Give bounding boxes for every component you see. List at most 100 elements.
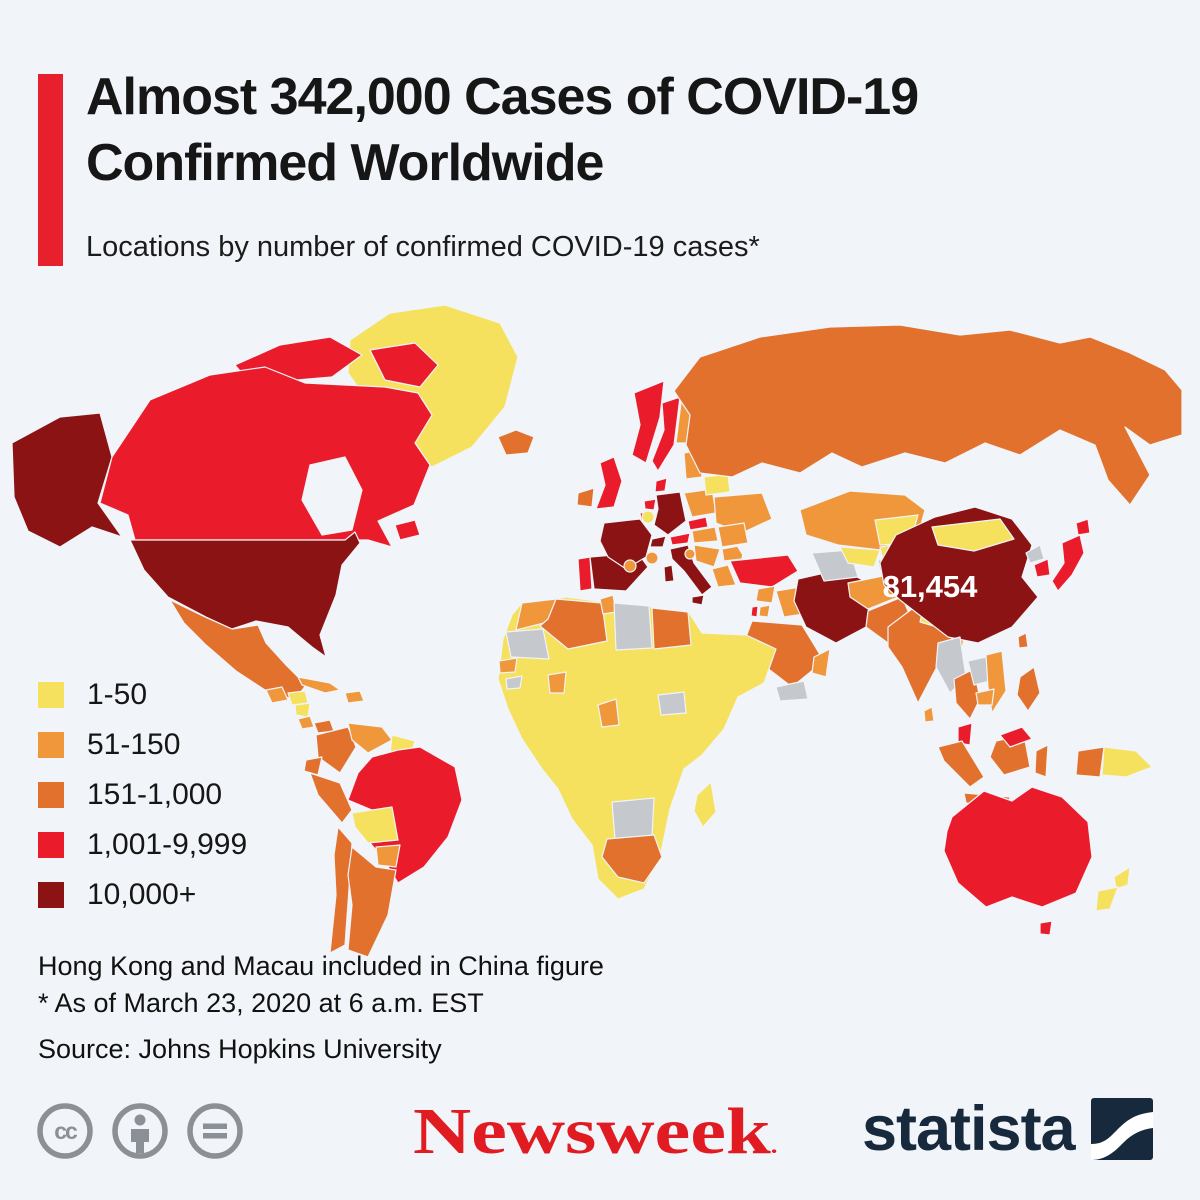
legend-label-151-1000: 151-1,000 — [87, 778, 223, 811]
country-balkans — [693, 544, 721, 568]
country-south-sudan — [657, 691, 687, 716]
country-egypt — [651, 607, 692, 650]
title-accent-bar — [38, 74, 63, 266]
china-case-count-label: 81,454 — [883, 569, 979, 604]
country-ireland — [576, 487, 595, 508]
newsweek-logo[interactable]: Newsweek. — [413, 1094, 777, 1170]
country-israel — [750, 605, 759, 618]
country-sri-lanka — [923, 706, 935, 723]
country-syria — [755, 585, 776, 604]
country-greece — [711, 564, 737, 588]
country-chile — [329, 826, 353, 954]
country-paraguay — [375, 844, 401, 868]
country-honduras — [287, 690, 309, 706]
country-cambodia — [975, 688, 995, 706]
footnote-hong-kong-macau: Hong Kong and Macau included in China fi… — [38, 951, 604, 981]
country-alaska — [11, 412, 123, 548]
title-line-1: Almost 342,000 Cases of COVID-19 — [86, 68, 919, 126]
country-uk — [595, 456, 623, 510]
country-newfoundland — [394, 519, 421, 541]
country-slovakia-hungary — [691, 526, 719, 544]
country-libya — [613, 602, 653, 651]
country-japan-hokkaido — [1075, 518, 1091, 536]
world-choropleth-map: 81,454 — [11, 304, 1183, 958]
country-sicily — [691, 594, 705, 606]
microstate-andorra — [623, 559, 637, 573]
country-cameroon — [597, 698, 620, 728]
country-papua-new-guinea — [1101, 746, 1153, 778]
country-yemen — [775, 680, 809, 702]
country-new-zealand-south — [1095, 886, 1119, 912]
country-italy — [669, 544, 713, 596]
country-czechia — [687, 516, 709, 531]
country-jordan — [758, 604, 771, 618]
country-senegal — [498, 657, 518, 674]
country-guinea — [505, 675, 523, 690]
country-cuba — [297, 676, 341, 694]
footnotes: Hong Kong and Macau included in China fi… — [38, 948, 604, 1068]
country-nicaragua — [294, 702, 311, 718]
map-legend: 1-50 51-150 151-1,000 1,001-9,999 10,000… — [38, 670, 247, 920]
country-japan — [1051, 534, 1085, 592]
legend-label-51-150: 51-150 — [87, 728, 181, 761]
cc-attribution-person-icon[interactable] — [111, 1102, 169, 1160]
legend-swatch-51-150 — [38, 732, 64, 758]
cc-no-derivatives-icon[interactable] — [186, 1102, 244, 1160]
newsweek-logo-text: Newsweek — [413, 1095, 771, 1168]
country-belarus — [703, 473, 731, 496]
country-oman — [811, 648, 831, 678]
country-canada-arctic2 — [369, 342, 439, 388]
microstate-san-marino — [684, 548, 696, 560]
legend-label-1001-9999: 1,001-9,999 — [87, 828, 248, 861]
statista-logo[interactable]: statista — [862, 1094, 1153, 1164]
legend-swatch-151-1000 — [38, 782, 64, 808]
statista-logo-text: statista — [862, 1094, 1076, 1164]
legend-row-5: 10,000+ — [38, 870, 247, 920]
country-ukraine — [713, 492, 773, 534]
country-namibia-botswana — [611, 797, 655, 840]
microstate-monaco — [645, 551, 659, 565]
country-indonesia-papua — [1075, 746, 1105, 778]
country-east-malaysia — [999, 726, 1033, 748]
legend-label-10000plus: 10,000+ — [87, 878, 197, 911]
country-austria — [669, 532, 691, 546]
country-mauritania — [505, 628, 550, 660]
country-bolivia — [351, 806, 399, 844]
cc-license-icons: cc — [36, 1102, 244, 1160]
source-credit: Source: Johns Hopkins University — [38, 1034, 442, 1064]
country-russia — [673, 324, 1183, 506]
country-madagascar — [693, 781, 717, 828]
country-south-africa — [601, 834, 663, 884]
legend-swatch-1-50 — [38, 682, 64, 708]
country-ghana — [547, 671, 567, 694]
country-tasmania — [1039, 920, 1053, 936]
country-ecuador — [303, 756, 323, 776]
page-subtitle: Locations by number of confirmed COVID-1… — [86, 231, 760, 263]
newsweek-logo-dot: . — [770, 1133, 778, 1158]
country-denmark — [654, 477, 668, 493]
cc-icon[interactable]: cc — [36, 1102, 94, 1160]
country-france — [599, 518, 653, 570]
country-hispaniola — [344, 690, 365, 704]
country-peru — [309, 772, 353, 824]
country-netherlands — [643, 498, 657, 511]
country-turkey — [729, 554, 799, 588]
country-malaysia — [957, 722, 973, 746]
country-bulgaria — [721, 544, 745, 562]
country-australia — [943, 786, 1093, 908]
country-sardinia — [663, 564, 675, 583]
title-line-2: Confirmed Worldwide — [86, 134, 604, 192]
country-iceland — [497, 429, 535, 456]
footnote-as-of-date: * As of March 23, 2020 at 6 a.m. EST — [38, 988, 484, 1018]
country-venezuela — [347, 722, 393, 754]
microstate-luxembourg — [641, 510, 655, 524]
country-mongolia — [931, 518, 1015, 552]
country-uzbekistan — [839, 546, 881, 568]
country-africa-other — [497, 596, 777, 900]
country-north-korea — [1025, 544, 1045, 564]
country-usa — [129, 531, 361, 658]
legend-swatch-1001-9999 — [38, 832, 64, 858]
legend-row-1: 1-50 — [38, 670, 247, 720]
legend-label-1-50: 1-50 — [87, 678, 148, 711]
